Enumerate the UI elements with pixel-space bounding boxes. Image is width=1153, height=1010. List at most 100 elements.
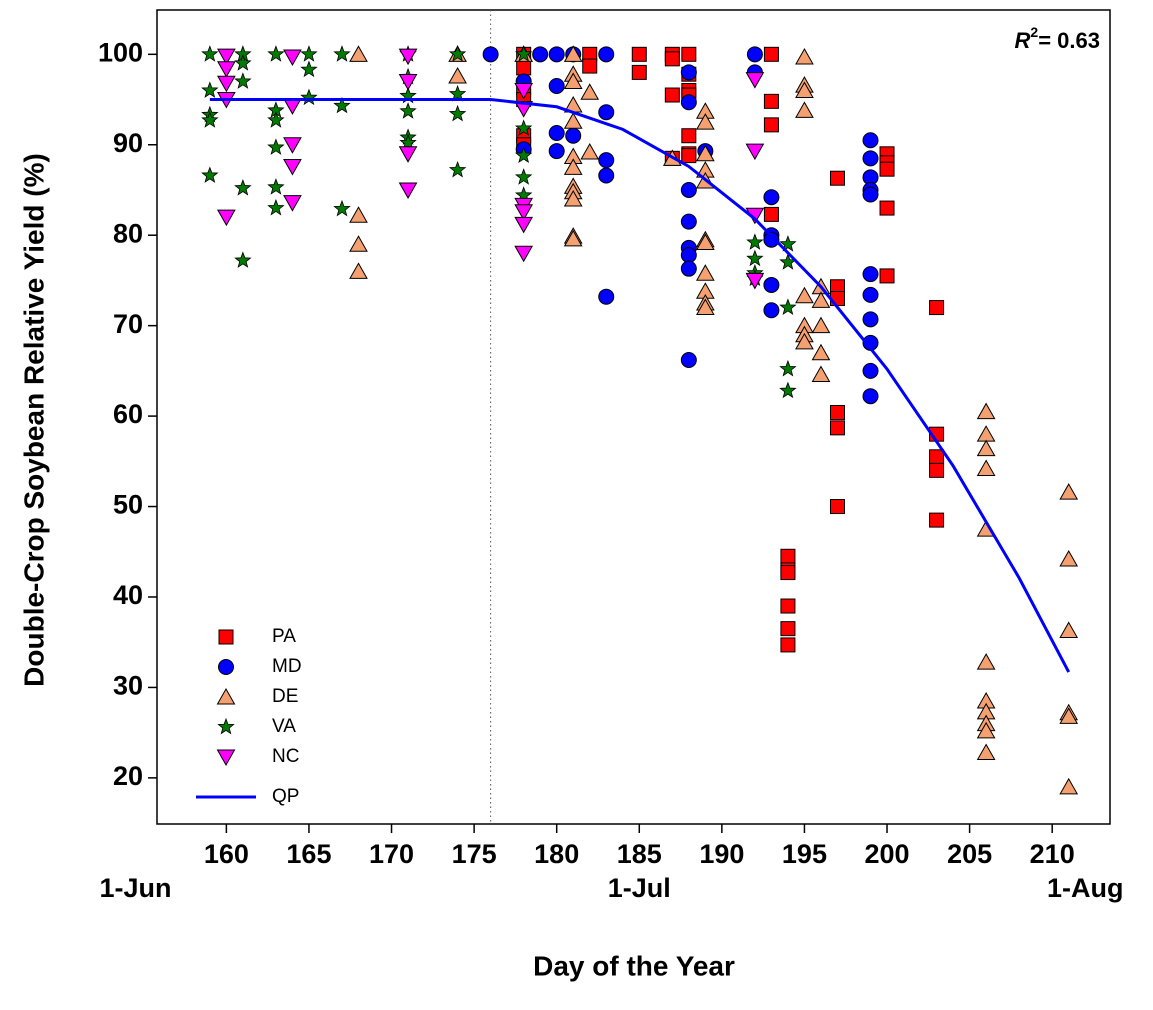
legend-label: QP bbox=[272, 786, 299, 807]
circle-marker bbox=[548, 125, 565, 142]
triangle-marker bbox=[563, 72, 583, 89]
star-marker bbox=[234, 179, 252, 196]
square-marker bbox=[681, 46, 697, 62]
x-tick-label: 195 bbox=[782, 839, 827, 869]
star-marker bbox=[746, 233, 764, 250]
star-marker bbox=[333, 45, 351, 62]
y-tick-label: 100 bbox=[98, 37, 143, 67]
triangle-marker bbox=[976, 425, 996, 442]
triangle-marker bbox=[1059, 549, 1079, 567]
star-marker bbox=[448, 104, 467, 122]
circle-marker bbox=[862, 266, 879, 283]
triangle-down-marker bbox=[398, 48, 418, 66]
circle-marker bbox=[680, 247, 697, 264]
triangle-down-marker bbox=[398, 182, 418, 199]
circle-marker bbox=[680, 64, 697, 81]
star-marker bbox=[217, 717, 235, 735]
triangle-down-marker bbox=[514, 245, 534, 263]
star-marker bbox=[267, 178, 285, 195]
star-marker bbox=[300, 88, 318, 106]
circle-marker bbox=[565, 127, 582, 144]
r2-value: = 0.63 bbox=[1038, 28, 1100, 53]
square-marker bbox=[681, 148, 697, 164]
triangle-marker bbox=[349, 206, 368, 223]
star-marker bbox=[514, 119, 533, 136]
triangle-marker bbox=[811, 343, 831, 361]
square-marker bbox=[829, 404, 845, 420]
triangle-down-marker bbox=[514, 204, 534, 221]
circle-marker bbox=[598, 288, 615, 305]
circle-marker bbox=[862, 362, 879, 379]
y-tick-label: 50 bbox=[113, 490, 143, 520]
circle-marker bbox=[763, 302, 780, 319]
triangle-marker bbox=[695, 144, 715, 162]
triangle-down-marker bbox=[217, 209, 236, 227]
square-marker bbox=[879, 161, 895, 177]
triangle-down-marker bbox=[283, 195, 302, 212]
legend-label: NC bbox=[272, 746, 299, 767]
triangle-down-marker bbox=[514, 101, 534, 118]
circle-marker bbox=[598, 167, 615, 184]
y-tick-label: 20 bbox=[113, 761, 143, 791]
date-label: 1-Jun bbox=[100, 873, 172, 903]
circle-marker bbox=[680, 94, 697, 111]
square-marker bbox=[829, 499, 845, 515]
series-md bbox=[482, 46, 879, 405]
r2-superscript: 2 bbox=[1030, 24, 1038, 40]
square-marker bbox=[929, 512, 945, 528]
triangle-down-marker bbox=[216, 749, 236, 767]
fit-line bbox=[209, 98, 1071, 673]
triangle-down-marker bbox=[217, 48, 236, 66]
x-tick-label: 190 bbox=[699, 839, 744, 869]
triangle-marker bbox=[976, 459, 996, 477]
x-tick-label: 165 bbox=[286, 839, 331, 869]
triangle-marker bbox=[695, 264, 715, 281]
star-marker bbox=[779, 381, 797, 399]
star-marker bbox=[514, 146, 533, 164]
circle-marker bbox=[862, 286, 879, 303]
circle-marker bbox=[680, 181, 697, 198]
square-marker bbox=[681, 128, 697, 144]
triangle-marker bbox=[976, 721, 996, 739]
circle-marker bbox=[548, 143, 565, 160]
x-tick-label: 180 bbox=[534, 839, 579, 869]
star-marker bbox=[448, 45, 467, 62]
star-marker bbox=[234, 251, 252, 268]
triangle-marker bbox=[580, 83, 600, 100]
legend-label: PA bbox=[272, 626, 296, 647]
square-marker bbox=[929, 462, 945, 478]
square-marker bbox=[879, 200, 895, 216]
square-marker bbox=[664, 87, 680, 103]
triangle-marker bbox=[563, 112, 583, 129]
square-marker bbox=[780, 598, 796, 614]
triangle-marker bbox=[811, 316, 831, 334]
triangle-down-marker bbox=[745, 72, 765, 89]
star-marker bbox=[267, 45, 285, 62]
triangle-marker bbox=[795, 48, 814, 65]
star-marker bbox=[514, 45, 533, 62]
x-tick-label: 170 bbox=[369, 839, 414, 869]
triangle-down-marker bbox=[398, 73, 418, 91]
triangle-marker bbox=[580, 142, 600, 160]
star-marker bbox=[333, 96, 351, 114]
triangle-down-marker bbox=[514, 82, 534, 100]
legend-label: VA bbox=[272, 716, 296, 737]
triangle-down-marker bbox=[217, 75, 236, 93]
circle-marker bbox=[598, 104, 615, 121]
triangle-marker bbox=[795, 286, 814, 304]
star-marker bbox=[779, 359, 797, 377]
square-marker bbox=[631, 64, 647, 80]
x-tick-label: 200 bbox=[864, 839, 909, 869]
star-marker bbox=[267, 198, 285, 216]
star-marker bbox=[779, 298, 797, 315]
square-marker bbox=[929, 449, 945, 465]
x-tick-label: 205 bbox=[947, 839, 992, 869]
series-nc bbox=[217, 48, 765, 290]
triangle-marker bbox=[563, 45, 583, 62]
x-tick-label: 210 bbox=[1030, 839, 1075, 869]
triangle-marker bbox=[695, 233, 715, 250]
series-de bbox=[349, 45, 1079, 795]
star-marker bbox=[234, 72, 252, 89]
circle-marker bbox=[218, 659, 234, 675]
circle-marker bbox=[598, 152, 615, 169]
